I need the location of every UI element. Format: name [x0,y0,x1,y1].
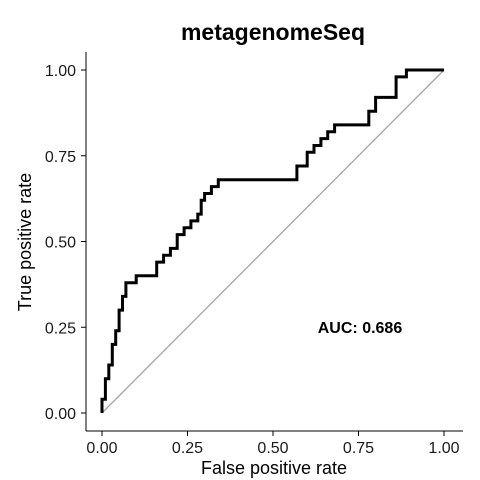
x-ticks: 0.00 0.25 0.50 0.75 1.00 [86,431,460,457]
x-tick-label: 1.00 [428,440,459,457]
chart-title: metagenomeSeq [181,19,365,45]
x-tick-label: 0.00 [86,440,117,457]
y-tick-label: 0.75 [45,149,76,166]
x-tick-label: 0.25 [172,440,203,457]
roc-curve [100,68,444,413]
y-tick-label: 0.00 [45,406,76,423]
reference-diagonal-line [101,69,445,414]
y-tick-label: 0.25 [45,320,76,337]
y-tick-label: 0.50 [45,235,76,252]
y-ticks: 0.00 0.25 0.50 0.75 1.00 [45,63,86,423]
x-axis-title: False positive rate [201,458,347,478]
x-tick-label: 0.50 [257,440,288,457]
y-axis-title: True positive rate [15,173,35,311]
x-tick-label: 0.75 [343,440,374,457]
auc-annotation: AUC: 0.686 [318,320,403,337]
y-tick-label: 1.00 [45,63,76,80]
